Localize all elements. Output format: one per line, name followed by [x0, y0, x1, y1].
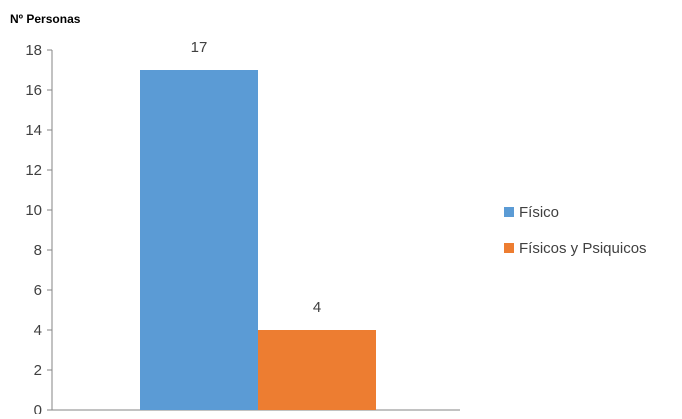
y-tick-label: 2 — [34, 362, 42, 379]
bar-f-sico — [140, 70, 258, 410]
y-tick-label: 16 — [25, 82, 42, 99]
bar-f-sicos-y-psiquicos — [258, 330, 376, 410]
y-axis-ticks: 0 2 4 6 8 10 12 14 16 18 — [25, 42, 52, 419]
bars-group: 17 4 — [140, 39, 376, 410]
legend-swatch — [504, 243, 514, 253]
y-tick-label: 18 — [25, 42, 42, 59]
legend-swatch — [504, 207, 514, 217]
legend: Físico Físicos y Psiquicos — [504, 204, 647, 257]
y-tick-label: 14 — [25, 122, 42, 139]
y-tick-label: 6 — [34, 282, 42, 299]
y-tick-label: 10 — [25, 202, 42, 219]
data-label: 4 — [313, 299, 321, 316]
legend-label: Físicos y Psiquicos — [519, 240, 647, 257]
legend-label: Físico — [519, 204, 559, 221]
y-tick-label: 8 — [34, 242, 42, 259]
y-tick-label: 4 — [34, 322, 42, 339]
y-axis-title: Nº Personas — [10, 12, 81, 26]
data-label: 17 — [191, 39, 208, 56]
y-tick-label: 12 — [25, 162, 42, 179]
y-tick-label: 0 — [34, 402, 42, 414]
